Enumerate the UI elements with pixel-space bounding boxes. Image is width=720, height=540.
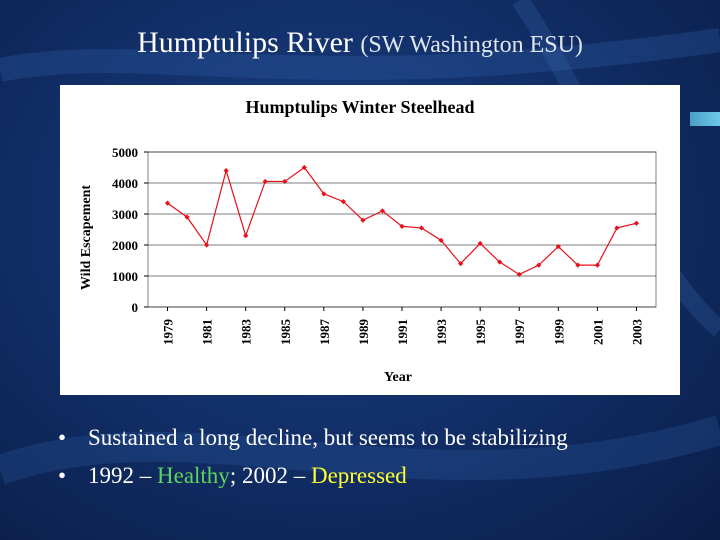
x-tick-label: 1987 [317, 319, 332, 346]
x-tick-label: 1997 [512, 319, 527, 346]
bullet-item-2: • 1992 – Healthy; 2002 – Depressed [58, 461, 718, 499]
slide-title-main: Humptulips River [137, 26, 353, 59]
data-point [536, 262, 542, 268]
x-tick-label: 1991 [395, 319, 410, 345]
data-point [360, 217, 366, 223]
x-tick-label: 1985 [278, 319, 293, 346]
y-axis-label: Wild Escapement [79, 185, 94, 290]
data-point [184, 214, 190, 220]
chart-panel: Wild Escapement Year 0 1000 2000 3000 4000 50… [60, 85, 680, 395]
bullet-glyph: • [58, 425, 67, 450]
data-point [555, 243, 561, 250]
x-tick-label: 1993 [434, 319, 449, 346]
slide-title-subtitle: (SW Washington ESU) [360, 32, 583, 58]
data-point [164, 200, 171, 206]
x-tick-label: 1981 [200, 319, 215, 345]
x-tick-label: 2003 [629, 319, 644, 346]
bullet-list: • Sustained a long decline, but seems to … [58, 423, 718, 499]
y-tick-label: 1000 [112, 269, 138, 284]
data-point [243, 233, 249, 239]
data-point [477, 240, 483, 247]
x-tick-label: 1979 [161, 319, 176, 346]
data-point [223, 168, 229, 174]
y-tick-label: 5000 [112, 145, 138, 160]
line-chart: Wild Escapement Year 0 1000 2000 3000 4000 50… [79, 145, 657, 385]
data-point [379, 208, 386, 214]
x-axis-label: Year [384, 370, 412, 385]
data-point [204, 242, 210, 248]
plot-area [147, 151, 657, 308]
data-point [614, 225, 620, 231]
bullet-glyph: • [58, 463, 67, 488]
data-point [282, 178, 288, 185]
data-point [516, 271, 522, 278]
data-point [262, 178, 268, 185]
data-point [438, 237, 444, 243]
data-point [399, 223, 405, 229]
data-point [497, 259, 503, 265]
data-point [418, 225, 425, 231]
edge-accent-bar [690, 112, 720, 126]
x-tick-label: 1995 [473, 319, 488, 346]
data-point [321, 191, 327, 197]
bullet-item-1: • Sustained a long decline, but seems to … [58, 423, 718, 461]
y-tick-label: 4000 [112, 176, 138, 191]
chart-title: Humptulips Winter Steelhead [245, 97, 475, 117]
slide-title: Humptulips River (SW Washington ESU) [0, 26, 720, 60]
data-point [340, 199, 346, 205]
bullet-text-prefix: 1992 – [88, 463, 157, 488]
y-tick-label: 3000 [112, 207, 138, 222]
bullet-text-mid: ; 2002 – [229, 463, 311, 488]
y-tick-label: 0 [132, 300, 139, 315]
data-point [458, 261, 464, 267]
bullet-text: Sustained a long decline, but seems to b… [88, 425, 568, 450]
x-tick-label: 2001 [590, 319, 605, 345]
status-healthy: Healthy [157, 463, 230, 488]
y-tick-label: 2000 [112, 238, 138, 253]
x-tick-label: 1999 [551, 319, 566, 346]
data-point [633, 220, 640, 226]
x-tick-label: 1989 [356, 319, 371, 346]
status-depressed: Depressed [310, 463, 407, 488]
x-tick-label: 1983 [239, 319, 254, 346]
